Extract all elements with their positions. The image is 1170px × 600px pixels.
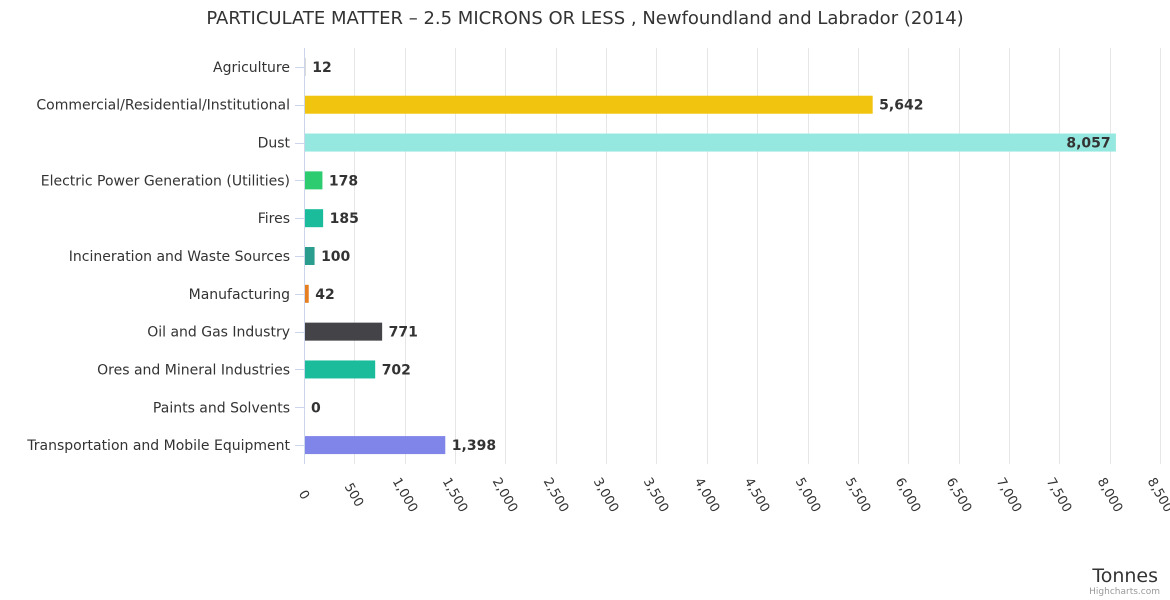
x-tick-label: 1,000 bbox=[389, 475, 421, 515]
bar[interactable] bbox=[304, 436, 446, 455]
category-label: Ores and Mineral Industries bbox=[97, 362, 290, 378]
data-label: 12 bbox=[312, 60, 331, 76]
bar[interactable] bbox=[304, 57, 306, 76]
x-tick-label: 7,500 bbox=[1043, 475, 1075, 515]
bar[interactable] bbox=[304, 133, 1116, 152]
data-label: 185 bbox=[330, 211, 359, 227]
bar[interactable] bbox=[304, 171, 323, 190]
category-label: Dust bbox=[258, 136, 291, 152]
x-tick-label: 2,000 bbox=[489, 475, 521, 515]
x-tick-label: 2,500 bbox=[540, 475, 572, 515]
category-label: Transportation and Mobile Equipment bbox=[26, 438, 290, 454]
data-labels: 12 5,642 8,057 178 185 100 42 771 702 0 1,398 bbox=[311, 60, 1111, 454]
x-tick-label: 5,500 bbox=[842, 475, 874, 515]
category-label: Commercial/Residential/Institutional bbox=[36, 98, 290, 114]
category-label: Oil and Gas Industry bbox=[147, 325, 290, 341]
bar[interactable] bbox=[304, 247, 315, 265]
data-label: 178 bbox=[329, 173, 358, 189]
grid-layer bbox=[354, 48, 1161, 464]
x-tick-label: 3,000 bbox=[590, 475, 622, 515]
value-axis: 0 500 1,000 1,500 2,000 2,500 3,000 3,500 4,000 4… bbox=[295, 475, 1170, 515]
category-label: Incineration and Waste Sources bbox=[69, 249, 290, 265]
category-label: Electric Power Generation (Utilities) bbox=[41, 173, 290, 189]
x-tick-label: 7,000 bbox=[993, 475, 1025, 515]
chart-title: PARTICULATE MATTER – 2.5 MICRONS OR LESS… bbox=[206, 8, 963, 29]
x-tick-label: 0 bbox=[295, 488, 312, 503]
x-tick-label: 4,000 bbox=[691, 475, 723, 515]
x-axis-title: Tonnes bbox=[1091, 565, 1158, 587]
x-tick-label: 6,000 bbox=[892, 475, 924, 515]
category-axis: Agriculture Commercial/Residential/Instit… bbox=[26, 48, 305, 464]
category-label: Paints and Solvents bbox=[153, 400, 290, 416]
bar[interactable] bbox=[304, 360, 376, 379]
data-label: 702 bbox=[382, 362, 411, 378]
bars-layer bbox=[304, 57, 1116, 455]
data-label: 100 bbox=[321, 249, 350, 265]
data-label: 5,642 bbox=[879, 98, 923, 114]
data-label: 1,398 bbox=[452, 438, 496, 454]
category-label: Fires bbox=[258, 211, 290, 227]
data-label: 0 bbox=[311, 400, 321, 416]
category-label: Agriculture bbox=[213, 60, 290, 76]
bar[interactable] bbox=[304, 322, 383, 341]
bar[interactable] bbox=[304, 284, 309, 303]
bar[interactable] bbox=[304, 95, 873, 114]
data-label: 42 bbox=[315, 287, 334, 303]
x-tick-label: 1,500 bbox=[439, 475, 471, 515]
x-tick-label: 4,500 bbox=[741, 475, 773, 515]
x-tick-label: 5,000 bbox=[792, 475, 824, 515]
category-label: Manufacturing bbox=[189, 287, 290, 303]
x-tick-label: 500 bbox=[341, 481, 366, 510]
x-tick-label: 6,500 bbox=[943, 475, 975, 515]
data-label: 771 bbox=[389, 325, 418, 341]
credits-link[interactable]: Highcharts.com bbox=[1089, 587, 1160, 597]
data-label: 8,057 bbox=[1066, 136, 1110, 152]
bar[interactable] bbox=[304, 209, 324, 228]
x-tick-label: 3,500 bbox=[640, 475, 672, 515]
x-tick-label: 8,000 bbox=[1094, 475, 1126, 515]
x-tick-label: 8,500 bbox=[1144, 475, 1170, 515]
